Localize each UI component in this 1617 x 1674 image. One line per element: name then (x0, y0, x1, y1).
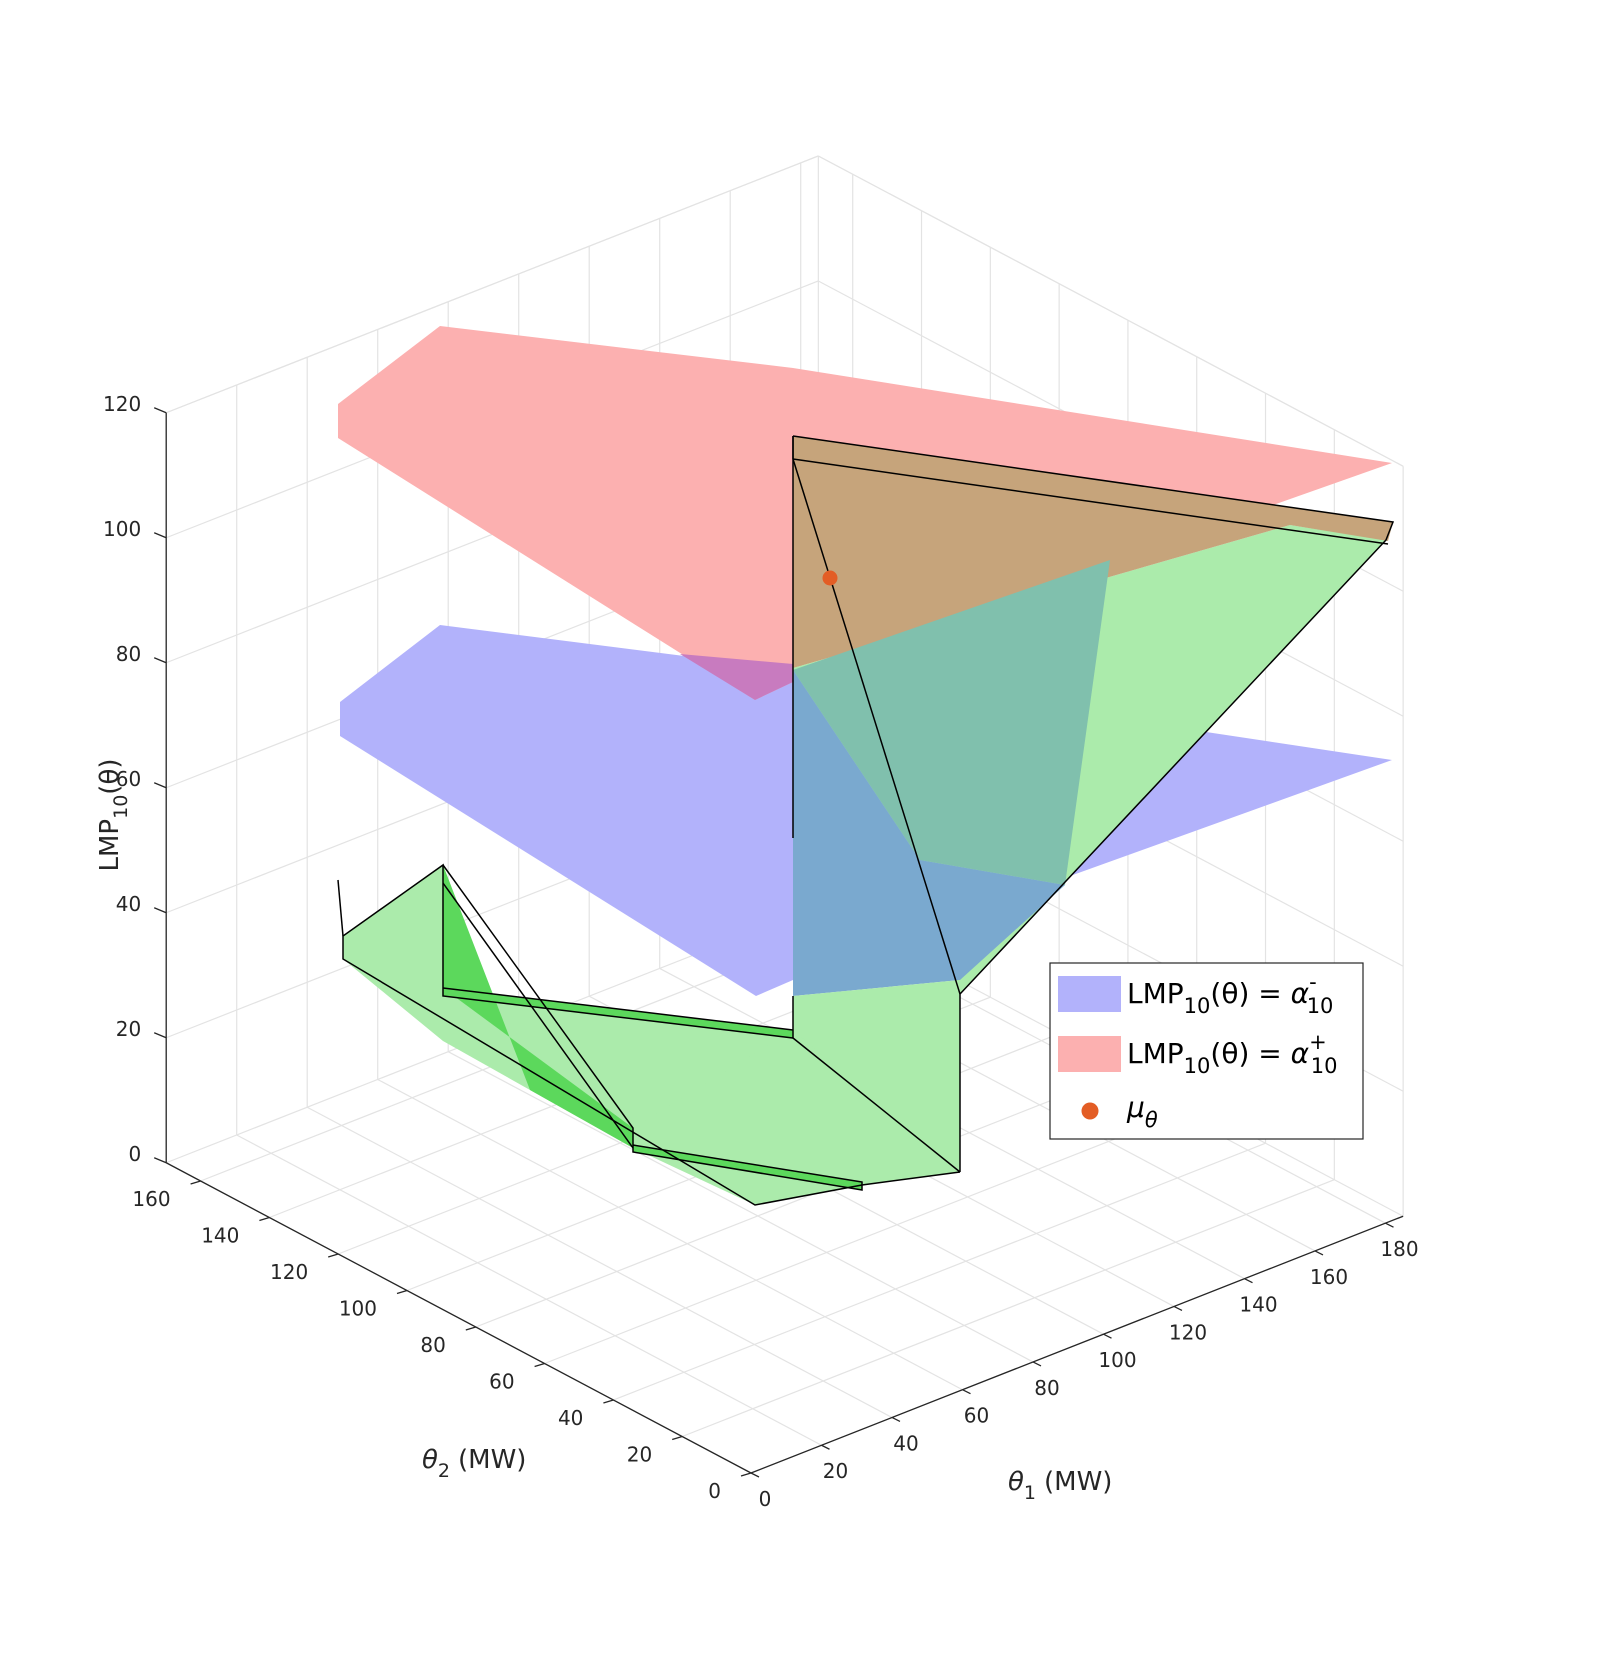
purple-overlap (680, 654, 793, 700)
x-tick-label: 40 (893, 1431, 918, 1455)
z-tick-label: 60 (116, 767, 141, 791)
region-edges (337, 435, 1395, 1206)
x-tick-mark (1032, 1361, 1042, 1367)
x-tick-mark (1385, 1222, 1394, 1228)
x-axis-line (750, 1215, 1404, 1474)
legend-marker-mu (1081, 1102, 1099, 1120)
y-tick-label: 160 (132, 1187, 170, 1211)
z-tick-mark (153, 782, 167, 789)
y-tick-mark (740, 1472, 752, 1477)
y-tick-mark (465, 1326, 476, 1331)
top-edge-line (165, 155, 819, 414)
x-tick-mark (891, 1416, 901, 1423)
z-tick-label: 0 (128, 1142, 141, 1166)
y-axis-line (165, 1162, 752, 1474)
x-tick-label: 80 (1034, 1376, 1059, 1400)
legend-label-alpha-plus: LMP10(θ) = α+ 10 (1127, 1030, 1337, 1078)
z-tick-label: 40 (116, 892, 141, 916)
y-tick-mark (672, 1435, 683, 1441)
x-tick-label: 160 (1310, 1265, 1348, 1289)
z-axis-label: LMP10(θ) (95, 759, 132, 872)
y-tick-label: 60 (489, 1370, 514, 1394)
x-tick-mark (750, 1472, 760, 1478)
y-tick-label: 120 (270, 1260, 308, 1284)
dark-green-strip-2 (633, 1145, 862, 1190)
z-tick-label: 120 (103, 392, 141, 416)
z-tick-label: 100 (103, 517, 141, 541)
floor-grid-line (447, 1051, 1034, 1363)
green-region-lower-2 (633, 1030, 960, 1185)
z-tick-mark (153, 407, 167, 414)
floor-grid-line (613, 1142, 1266, 1401)
x-tick-label: 120 (1169, 1320, 1207, 1344)
z-tick-label: 80 (116, 642, 141, 666)
axis-labels: LMP10(θ) θ2 (MW) θ1 (MW) (95, 759, 1112, 1505)
floor-grid-line (475, 1069, 1129, 1328)
y-tick-mark (328, 1253, 339, 1258)
y-tick-label: 140 (201, 1224, 239, 1248)
teal-overlap (793, 560, 1110, 885)
x-tick-mark (1244, 1278, 1253, 1284)
plot-surfaces (337, 326, 1395, 1206)
y-tick-mark (259, 1216, 270, 1222)
legend-swatch-alpha-plus (1058, 1036, 1121, 1072)
x-tick-mark (1314, 1250, 1324, 1256)
y-tick-label: 100 (339, 1297, 377, 1321)
z-tick-mark (153, 1032, 167, 1039)
x-axis-label: θ1 (MW) (1008, 1467, 1112, 1504)
x-tick-mark (821, 1444, 830, 1450)
floor-grid-line (681, 1179, 1335, 1438)
z-tick-mark (153, 532, 167, 539)
z-tick-mark (153, 1157, 167, 1164)
x-tick-label: 0 (759, 1487, 772, 1511)
x-tick-label: 20 (823, 1459, 848, 1483)
z-tick-label: 20 (116, 1017, 141, 1041)
y-tick-label: 40 (558, 1406, 583, 1430)
y-axis-label: θ2 (MW) (422, 1445, 526, 1482)
x-tick-label: 100 (1098, 1348, 1136, 1372)
legend-label-alpha-minus: LMP10(θ) = α-10 (1127, 970, 1333, 1018)
mu-theta-point (822, 570, 838, 586)
steel-overlap (793, 670, 1065, 996)
x-tick-mark (1173, 1305, 1183, 1312)
x-tick-mark (1103, 1333, 1112, 1339)
x-tick-label: 140 (1239, 1293, 1277, 1317)
alpha-plus-plane (338, 326, 793, 700)
y-tick-mark (603, 1399, 614, 1404)
x-tick-label: 60 (964, 1404, 989, 1428)
y-tick-mark (534, 1362, 545, 1368)
floor-grid-line (544, 1106, 1197, 1365)
top-edge-line (818, 155, 1404, 467)
y-tick-mark (396, 1289, 408, 1295)
dark-green-strip (443, 988, 793, 1038)
axes: 0 20 40 60 80 100 120 140 160 180 0 20 40 60 80 100 120 1… (103, 392, 1419, 1511)
floor-grid-line (306, 1106, 893, 1419)
floor-grid-line (236, 1134, 822, 1446)
y-tick-mark (190, 1180, 201, 1185)
dark-green-wedge (443, 865, 633, 1148)
z-tick-mark (153, 657, 167, 664)
legend: LMP10(θ) = α-10 LMP10(θ) = α+ 10 μθ (1049, 962, 1364, 1140)
z-tick-mark (153, 907, 167, 914)
x-tick-mark (962, 1389, 971, 1395)
mu-theta-marker (822, 570, 838, 586)
y-tick-label: 80 (420, 1333, 445, 1357)
brown-overlap (793, 436, 1393, 668)
legend-label-mu: μθ (1126, 1091, 1158, 1132)
y-tick-label: 0 (708, 1479, 721, 1503)
floor-grid-line (377, 1078, 963, 1391)
y-tick-label: 20 (627, 1443, 652, 1467)
legend-swatch-alpha-minus (1058, 976, 1121, 1012)
alpha-minus-plane (340, 625, 795, 996)
x-tick-label: 180 (1380, 1237, 1418, 1261)
